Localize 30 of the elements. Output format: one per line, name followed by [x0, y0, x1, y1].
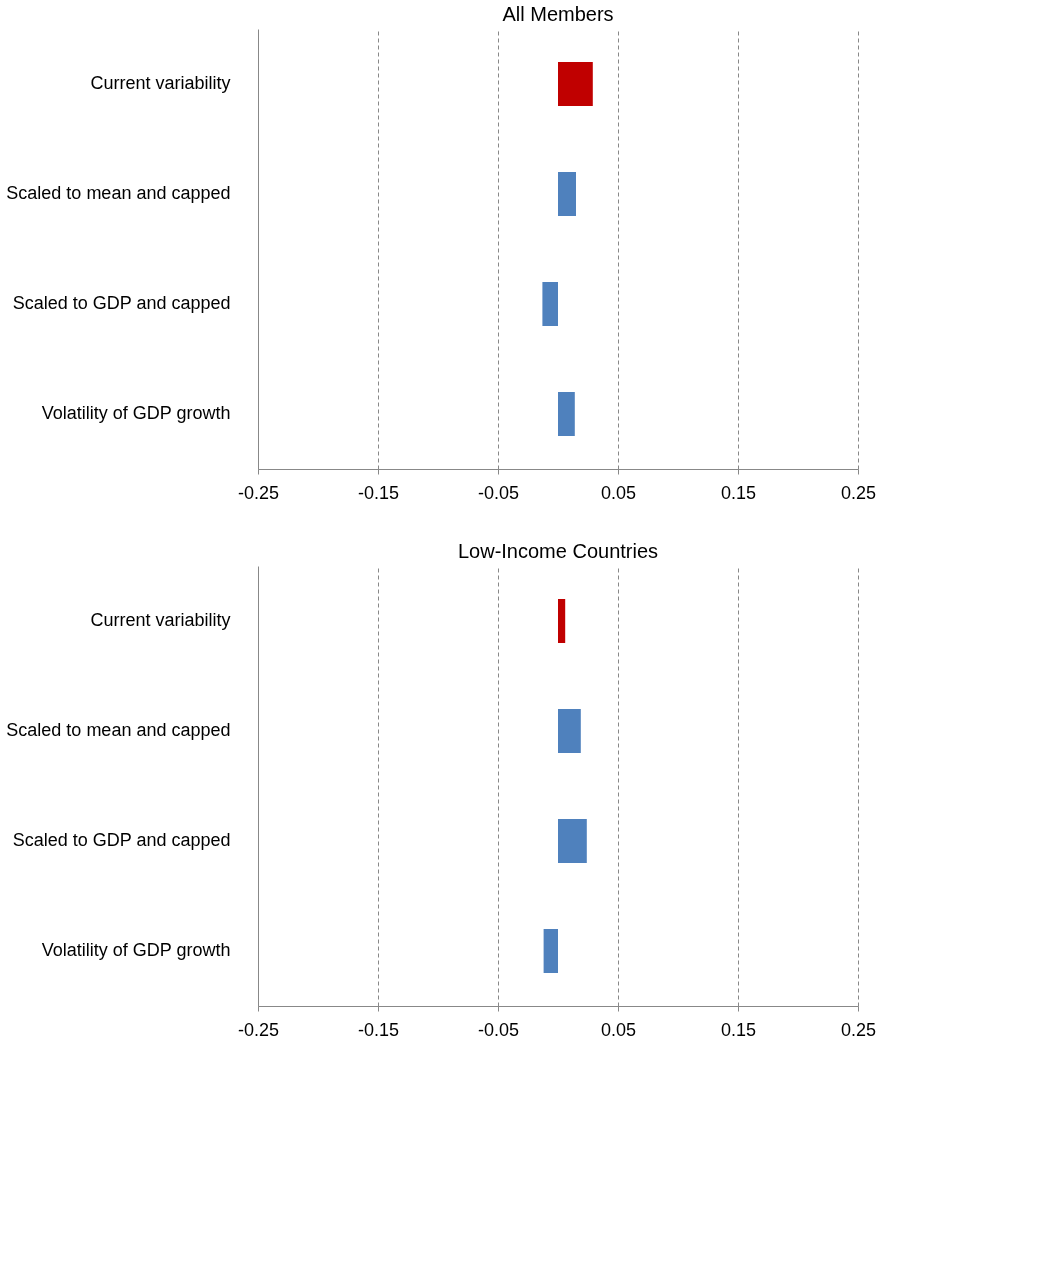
x-tick-label: 0.05: [600, 1019, 637, 1040]
x-tick-label: 0.25: [840, 482, 877, 503]
x-tick-label: -0.05: [477, 1019, 520, 1040]
x-tick-label: -0.05: [477, 482, 520, 503]
y-tick-label: Volatility of GDP growth: [41, 403, 231, 423]
x-tick-label: 0.15: [720, 482, 757, 503]
bar: [558, 392, 575, 436]
bar: [543, 929, 558, 973]
x-tick-label: 0.05: [600, 482, 637, 503]
chart-title: All Members: [502, 3, 614, 25]
x-tick-label: 0.25: [840, 1019, 877, 1040]
x-tick-label: -0.25: [237, 1019, 280, 1040]
bar: [558, 819, 587, 863]
x-tick-label: -0.15: [357, 1019, 400, 1040]
chart-title: Low-Income Countries: [457, 540, 659, 562]
x-tick-label: -0.25: [237, 482, 280, 503]
y-tick-label: Scaled to mean and capped: [6, 183, 231, 203]
bar: [558, 62, 593, 106]
y-tick-label: Scaled to GDP and capped: [12, 293, 231, 313]
bar: [558, 172, 576, 216]
bar: [558, 709, 581, 753]
bar: [558, 599, 566, 643]
y-tick-label: Volatility of GDP growth: [41, 940, 231, 960]
y-tick-label: Scaled to mean and capped: [6, 720, 231, 740]
x-tick-label: 0.15: [720, 1019, 757, 1040]
y-tick-label: Current variability: [90, 73, 231, 93]
x-tick-label: -0.15: [357, 482, 400, 503]
y-tick-label: Scaled to GDP and capped: [12, 830, 231, 850]
y-tick-label: Current variability: [90, 610, 231, 630]
bar: [542, 282, 558, 326]
